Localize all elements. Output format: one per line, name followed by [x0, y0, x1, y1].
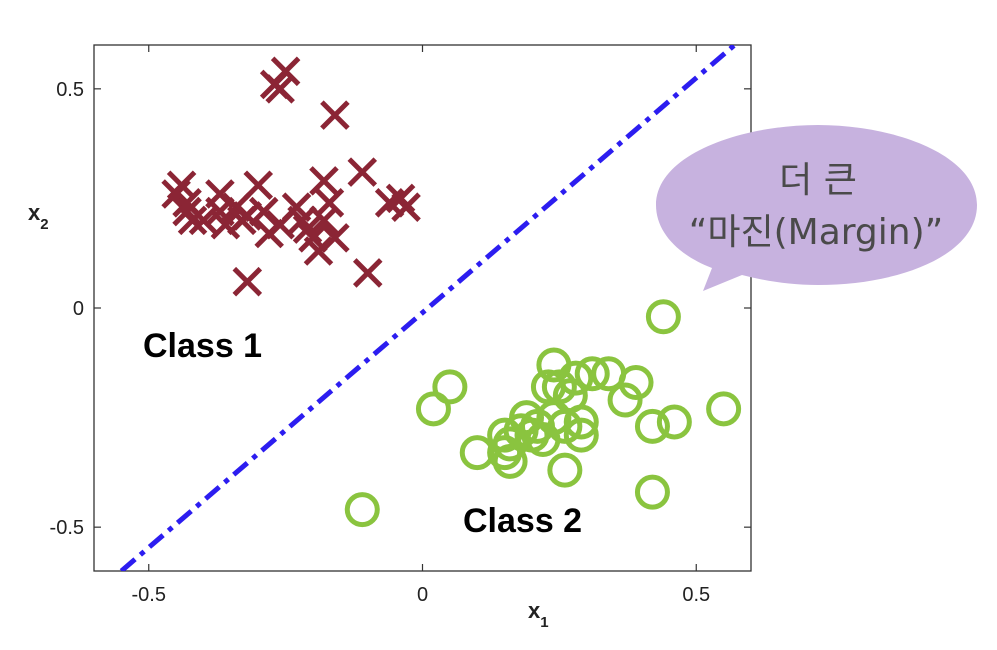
x-axis-label-main: x [528, 598, 541, 623]
class2-point [432, 369, 468, 405]
class1-point [391, 192, 421, 222]
y-tick-label: 0 [73, 298, 84, 320]
x-axis-label-subscript: 1 [540, 614, 548, 631]
class2-point [563, 404, 599, 440]
x-tick-label: 0 [417, 584, 428, 606]
decision-boundary-line [119, 45, 737, 571]
class2-point [634, 408, 670, 444]
class1-point [188, 205, 219, 236]
x-tick-label: 0.5 [682, 584, 710, 606]
y-axis-label-subscript: 2 [40, 216, 48, 233]
bubble-text-line2: “마진(Margin)” [689, 212, 944, 253]
class2-point [618, 365, 654, 401]
class2-point [706, 391, 742, 427]
class2-point [607, 382, 643, 418]
x-axis-label: x1 [528, 598, 549, 631]
class1-point [320, 223, 350, 253]
bubble-text-line1: 더 큰 [779, 160, 857, 201]
class1-label: Class 1 [143, 327, 262, 365]
class1-point [243, 170, 274, 201]
x-tick-labels: -0.5 0 0.5 [132, 584, 711, 606]
class1-markers [161, 56, 421, 297]
axis-ticks [94, 45, 751, 571]
class2-point [415, 391, 451, 427]
y-axis-label: x2 [28, 200, 49, 233]
class2-point [574, 356, 610, 392]
class1-point [177, 205, 208, 236]
class1-point [309, 166, 339, 196]
class2-point [656, 404, 692, 440]
class2-point [645, 299, 681, 335]
class1-point [309, 205, 339, 236]
class2-label: Class 2 [463, 502, 582, 540]
class1-point [352, 258, 383, 288]
class2-point [563, 417, 599, 453]
speech-bubble-shape [656, 125, 977, 291]
class1-point [265, 74, 295, 104]
class2-point [487, 435, 523, 471]
class2-markers [344, 299, 742, 528]
class2-point [547, 452, 583, 488]
y-tick-label: 0.5 [56, 79, 84, 101]
margin-speech-bubble: 더 큰 “마진(Margin)” [656, 125, 977, 291]
class2-point [459, 435, 495, 471]
y-axis-label-main: x [28, 200, 41, 225]
y-tick-labels: -0.5 0 0.5 [50, 79, 84, 539]
class1-point [347, 157, 378, 187]
class1-point [232, 266, 263, 297]
class2-point [634, 474, 670, 510]
class1-point [320, 100, 350, 130]
class2-point [344, 492, 380, 528]
y-tick-label: -0.5 [50, 517, 84, 539]
x-tick-label: -0.5 [132, 584, 166, 606]
class1-point [314, 188, 345, 218]
